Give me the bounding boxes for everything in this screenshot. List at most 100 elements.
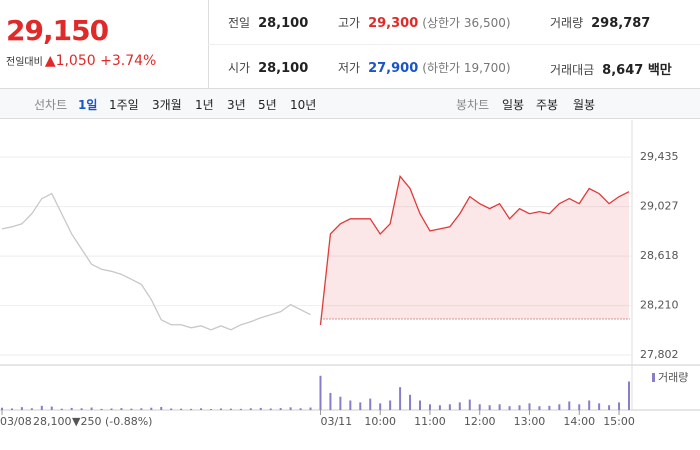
volume-bar [428,404,431,410]
tab[interactable]: 10년 [290,98,317,112]
volume-bar [389,400,392,410]
stat-value: 298,787 [591,16,651,31]
volume-bar [140,408,143,410]
y-tick-label: 28,618 [640,249,679,262]
price: 29,150 [6,14,109,47]
stat-value: 27,900 [368,61,419,76]
tab-group-label: 선차트 [34,98,68,112]
stat: 고가 29,300 (상한가 36,500) [338,14,511,31]
tab[interactable]: 3개월 [152,98,182,112]
volume-bar [608,405,611,410]
x-tick-label: 03/08 [0,415,32,428]
volume-bar [50,406,53,410]
stat: 거래대금 8,647 백만 [550,59,672,78]
volume-bar [60,408,63,410]
y-tick-label: 27,802 [640,348,679,361]
volume-bar [488,405,491,410]
stat-label: 고가 [338,16,361,30]
volume-bar [498,404,501,410]
volume-bar [478,404,481,410]
volume-bar [448,404,451,410]
volume-bar [229,408,232,410]
volume-bar [598,403,601,410]
tab[interactable]: 주봉 [536,98,559,112]
tab-bar: 선차트 1일 1주일 3개월 1년 3년 5년 10년 봉차트 일봉 주봉 월봉 [0,89,700,119]
volume-bar [349,400,352,410]
volume-bar [588,400,591,410]
volume-bar [319,375,322,410]
volume-bar [160,406,163,410]
legend-label: 거래량 [658,371,688,384]
y-tick-label: 29,027 [640,200,679,213]
volume-bar [150,407,153,410]
volume-bar [269,408,272,410]
price-line [319,174,630,326]
stat: 시가 28,100 [228,59,308,76]
volume-bar [180,408,183,410]
x-tick-label: 12:00 [464,415,496,428]
change: 전일대비 ▲1,050 +3.74% [6,53,156,69]
tab[interactable]: 5년 [258,98,277,112]
volume-bar [200,408,203,410]
stat-label: 거래량 [550,16,584,30]
legend-swatch [652,373,655,382]
volume-bar [578,404,581,410]
stat-label: 거래대금 [550,63,595,77]
x-tick-label: 15:00 [603,415,635,428]
tab[interactable]: 일봉 [502,98,525,112]
x-tick-label: 14:00 [563,415,595,428]
volume-bar [80,408,83,410]
prev-change: ▼250 (-0.88%) [72,415,152,428]
price-line [1,192,311,331]
x-tick-label: 11:00 [414,415,446,428]
volume-bar [558,404,561,410]
quote-header: 29,150 전일대비 ▲1,050 +3.74% 전일 28,100 고가 29,3… [0,0,700,89]
volume-bar [20,407,23,410]
volume-bar [438,405,441,410]
volume-bar [110,408,113,410]
stat: 거래량 298,787 [550,14,650,31]
stat-label: 저가 [338,61,361,75]
volume-bar [419,400,421,410]
tab[interactable]: 1일 [78,98,98,112]
stat-value: 29,300 [368,16,419,31]
volume-bar [309,407,312,410]
volume-bar [100,408,103,410]
volume-bar [30,408,33,410]
volume-bar [409,394,412,410]
volume-bar [1,407,3,410]
volume-bar [299,408,302,410]
volume-bar [289,407,292,410]
volume-bar [538,406,541,410]
volume-bar [40,405,43,410]
volume-bar [399,387,402,410]
stat: 저가 27,900 (하한가 19,700) [338,59,511,76]
volume-bar [219,408,222,410]
volume-bar [618,402,621,410]
separator [208,44,700,45]
volume-bar [339,396,342,410]
volume-bar [239,408,242,410]
volume-bar [369,398,372,410]
volume-bar [10,408,13,410]
volume-bar [190,408,193,410]
volume-bar [279,408,282,410]
change-label: 전일대비 [6,57,43,68]
tab[interactable]: 월봉 [573,98,596,112]
x-tick-label: 10:00 [364,415,396,428]
change-pct: +3.74% [100,53,157,69]
volume-bar [548,405,551,410]
x-tick-label: 03/11 [320,415,352,428]
stat-note: (상한가 36,500) [422,16,511,30]
volume-bar [259,407,262,410]
tab[interactable]: 1년 [195,98,214,112]
stat-label: 전일 [228,16,251,30]
volume-bar [210,409,212,410]
volume-bar [458,402,461,410]
volume-bar [130,408,133,410]
volume-bar [468,399,471,410]
tab[interactable]: 1주일 [109,98,139,112]
volume-bar [528,403,531,410]
tab[interactable]: 3년 [227,98,246,112]
